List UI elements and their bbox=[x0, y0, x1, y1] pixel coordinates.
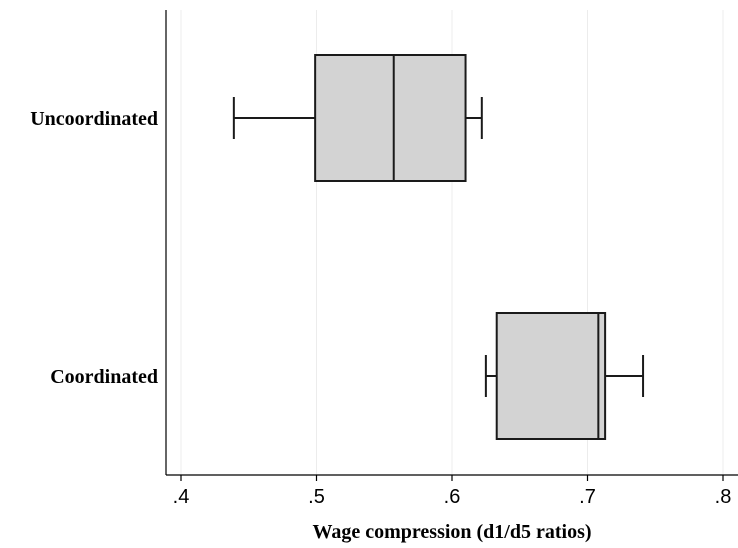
y-tick-label: Coordinated bbox=[50, 366, 158, 388]
iqr-box bbox=[495, 312, 607, 440]
x-tick-label: .7 bbox=[579, 486, 596, 508]
x-ticks: .4 .5 .6 .7 .8 bbox=[173, 475, 732, 508]
x-tick-label: .5 bbox=[308, 486, 325, 508]
box-coordinated bbox=[484, 312, 645, 440]
iqr-box bbox=[314, 54, 467, 182]
x-axis-label: Wage compression (d1/d5 ratios) bbox=[312, 521, 591, 543]
x-tick-label: .4 bbox=[173, 486, 190, 508]
boxes bbox=[232, 54, 645, 440]
box-uncoordinated bbox=[232, 54, 483, 182]
x-tick-label: .8 bbox=[715, 486, 732, 508]
y-tick-labels: Uncoordinated Coordinated bbox=[30, 108, 158, 388]
y-tick-label: Uncoordinated bbox=[30, 108, 158, 130]
x-tick-label: .6 bbox=[444, 486, 461, 508]
